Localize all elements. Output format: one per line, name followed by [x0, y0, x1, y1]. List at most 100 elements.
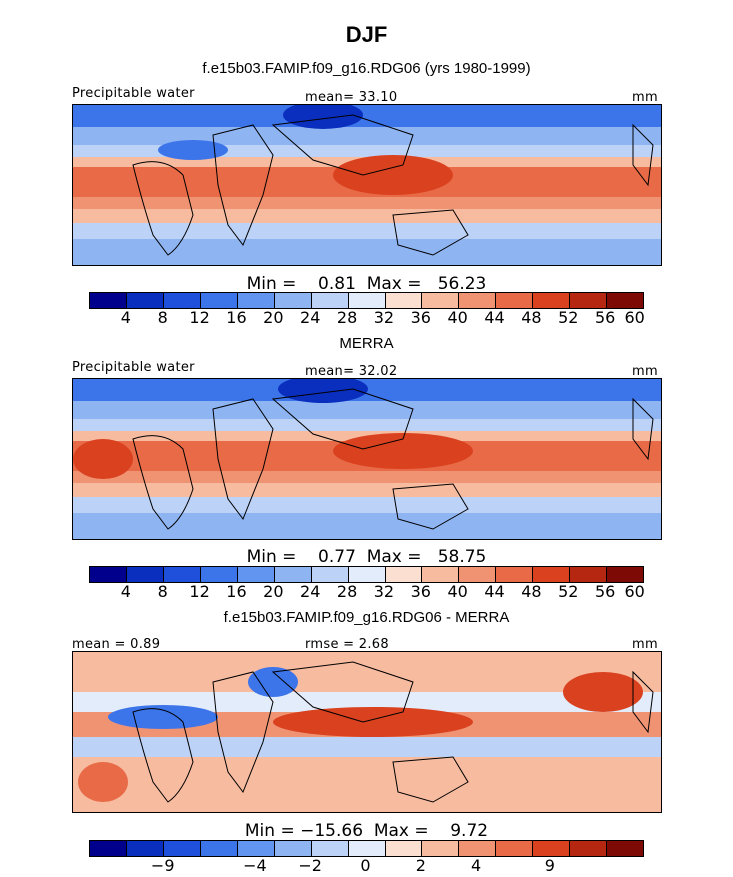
colorbar-swatch: [496, 293, 534, 308]
colorbar-swatch: [311, 841, 349, 856]
colorbar-swatch: [126, 293, 164, 308]
colorbar-tick-label: 28: [336, 308, 358, 327]
colorbar-tick-label: 36: [410, 308, 431, 327]
colorbar-swatch: [200, 567, 238, 582]
colorbar-swatch: [163, 293, 201, 308]
colorbar-swatch: [348, 567, 386, 582]
colorbar-swatch: [274, 841, 312, 856]
colorbar-swatch: [459, 293, 497, 308]
colorbar-tick-label: 9: [544, 856, 555, 875]
colorbar-tick-label: 20: [263, 308, 284, 327]
panel-1-units-label: mm: [632, 90, 658, 105]
colorbar-tick-label: 56: [594, 308, 616, 327]
colorbar-tick-label: 48: [521, 308, 542, 327]
panel-3-map-svg: [73, 652, 661, 812]
colorbar-tick-label: 4: [120, 308, 131, 327]
colorbar-swatch: [311, 293, 349, 308]
colorbar-swatch: [90, 293, 127, 308]
colorbar-tick-label: 16: [226, 582, 247, 601]
colorbar-tick-label: 44: [484, 582, 505, 601]
panel-2-mean-label: mean= 32.02: [305, 364, 398, 379]
panel-3-map: [72, 651, 662, 813]
colorbar-swatch: [422, 841, 460, 856]
colorbar-swatch: [496, 567, 534, 582]
panel-3-colorbar-ticks: −9 −4 −2 0 2 4 9: [89, 856, 642, 876]
colorbar-swatch: [126, 841, 164, 856]
colorbar-tick-label: 48: [521, 582, 542, 601]
colorbar-swatch: [422, 567, 460, 582]
colorbar-swatch: [570, 567, 608, 582]
colorbar-swatch: [385, 567, 423, 582]
colorbar-swatch: [459, 567, 497, 582]
panel-2-map: [72, 378, 662, 540]
colorbar-tick-label: 4: [471, 856, 482, 875]
colorbar-swatch: [237, 567, 275, 582]
colorbar-swatch: [607, 841, 644, 856]
colorbar-tick-label: 36: [410, 582, 431, 601]
colorbar-swatch: [90, 841, 127, 856]
panel-3-title: f.e15b03.FAMIP.f09_g16.RDG06 - MERRA: [223, 609, 510, 626]
panel-2-minmax: Min = 0.77 Max = 58.75: [246, 547, 487, 567]
colorbar-tick-label: 60: [624, 308, 645, 327]
colorbar-swatch: [496, 841, 534, 856]
colorbar-swatch: [533, 293, 571, 308]
colorbar-tick-label: 44: [484, 308, 505, 327]
colorbar-swatch: [385, 841, 423, 856]
panel-1-minmax: Min = 0.81 Max = 56.23: [246, 274, 487, 294]
colorbar-tick-label: 56: [594, 582, 616, 601]
colorbar-swatch: [570, 293, 608, 308]
colorbar-swatch: [385, 293, 423, 308]
panel-2-variable-label: Precipitable water: [72, 360, 195, 375]
panel-1-title: f.e15b03.FAMIP.f09_g16.RDG06 (yrs 1980-1…: [202, 60, 531, 77]
colorbar-swatch: [348, 841, 386, 856]
colorbar-tick-label: 12: [189, 308, 210, 327]
panel-3-units-label: mm: [632, 637, 658, 652]
panel-2-colorbar: [89, 566, 644, 583]
colorbar-swatch: [607, 567, 644, 582]
colorbar-tick-label: 16: [226, 308, 247, 327]
colorbar-tick-label: 52: [558, 582, 579, 601]
colorbar-tick-label: 40: [447, 582, 468, 601]
panel-3-colorbar: [89, 840, 644, 857]
colorbar-swatch: [459, 841, 497, 856]
colorbar-tick-label: 60: [624, 582, 645, 601]
panel-1-mean-label: mean= 33.10: [305, 90, 398, 105]
colorbar-swatch: [163, 841, 201, 856]
panel-2-title: MERRA: [339, 335, 394, 352]
colorbar-tick-label: 4: [120, 582, 131, 601]
colorbar-tick-label: 2: [415, 856, 426, 875]
panel-2-units-label: mm: [632, 364, 658, 379]
colorbar-swatch: [274, 567, 312, 582]
colorbar-tick-label: −4: [243, 856, 267, 875]
colorbar-tick-label: 32: [373, 582, 395, 601]
colorbar-tick-label: 32: [373, 308, 395, 327]
colorbar-swatch: [422, 293, 460, 308]
colorbar-tick-label: 20: [263, 582, 284, 601]
colorbar-tick-label: 8: [157, 308, 168, 327]
colorbar-tick-label: 24: [300, 308, 321, 327]
colorbar-swatch: [237, 841, 275, 856]
colorbar-swatch: [90, 567, 127, 582]
panel-1-colorbar-ticks: 4 8 12 16 20 24 28 32 36 40 44 48 52 56 60: [89, 308, 645, 328]
panel-1-map-svg: [73, 105, 661, 265]
colorbar-swatch: [200, 841, 238, 856]
colorbar-tick-label: 0: [360, 856, 371, 875]
colorbar-tick-label: 40: [447, 308, 468, 327]
colorbar-swatch: [274, 293, 312, 308]
colorbar-tick-label: −2: [298, 856, 322, 875]
colorbar-tick-label: 28: [336, 582, 358, 601]
panel-1-colorbar: [89, 292, 644, 309]
figure-title: DJF: [345, 22, 388, 47]
colorbar-swatch: [533, 841, 571, 856]
panel-3-mean-label: mean = 0.89: [72, 637, 161, 652]
colorbar-swatch: [237, 293, 275, 308]
colorbar-tick-label: 52: [558, 308, 579, 327]
colorbar-tick-label: 8: [157, 582, 168, 601]
panel-3-rmse-label: rmse = 2.68: [305, 637, 389, 652]
colorbar-swatch: [533, 567, 571, 582]
colorbar-swatch: [607, 293, 644, 308]
colorbar-swatch: [311, 567, 349, 582]
panel-2-colorbar-ticks: 4 8 12 16 20 24 28 32 36 40 44 48 52 56 60: [89, 582, 645, 602]
colorbar-swatch: [200, 293, 238, 308]
panel-2-map-svg: [73, 379, 661, 539]
